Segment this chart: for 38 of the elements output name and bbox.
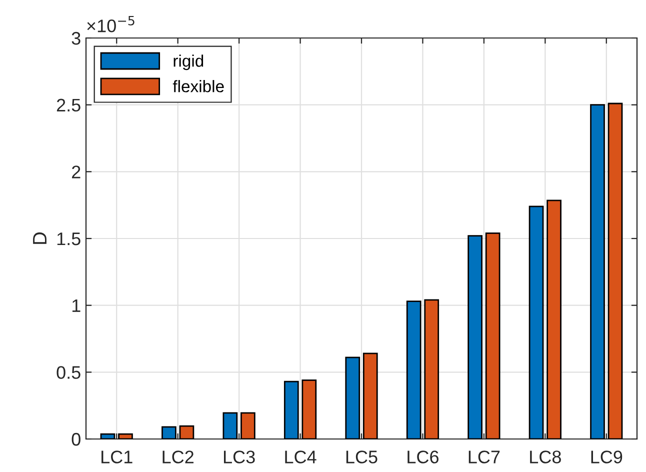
y-tick-label: 2.5 — [56, 98, 80, 112]
bar — [546, 200, 562, 439]
bar — [118, 433, 133, 439]
bar — [468, 235, 482, 439]
bar — [406, 300, 422, 439]
y-tick-label: 2 — [72, 166, 80, 178]
x-tick-label: LC4 — [285, 450, 316, 464]
bar — [240, 412, 256, 439]
x-tick-label: LC3 — [224, 450, 255, 464]
bar — [485, 232, 500, 439]
y-tick-label: 1 — [72, 299, 80, 312]
x-tick-label: LC6 — [408, 450, 438, 464]
bar — [284, 380, 299, 439]
y-tick-label: 0 — [72, 432, 80, 446]
bar — [222, 412, 238, 439]
y-tick-label: 1.5 — [57, 232, 80, 246]
legend-label: flexible — [172, 80, 224, 92]
x-tick-label: LC5 — [346, 450, 378, 464]
x-tick-label: LC2 — [162, 450, 194, 464]
bar — [162, 426, 176, 439]
bar — [424, 299, 440, 439]
bar — [362, 352, 378, 439]
bar — [302, 379, 317, 439]
bar — [345, 356, 360, 439]
bar — [528, 206, 544, 439]
x-tick-label: LC7 — [468, 450, 500, 464]
x-tick-label: LC9 — [591, 450, 622, 464]
legend-label: rigid — [174, 54, 204, 70]
y-tick-label: 3 — [72, 32, 80, 45]
bar — [100, 433, 116, 439]
bar — [608, 102, 623, 439]
bar — [179, 425, 194, 439]
text: ×10$^{−5}$ — [87, 16, 134, 32]
x-tick-label: LC1 — [102, 450, 132, 464]
x-tick-label: LC8 — [530, 450, 561, 464]
y-axis-title: D — [33, 232, 46, 244]
y-tick-label: 0.5 — [56, 366, 80, 379]
bar — [590, 104, 605, 439]
